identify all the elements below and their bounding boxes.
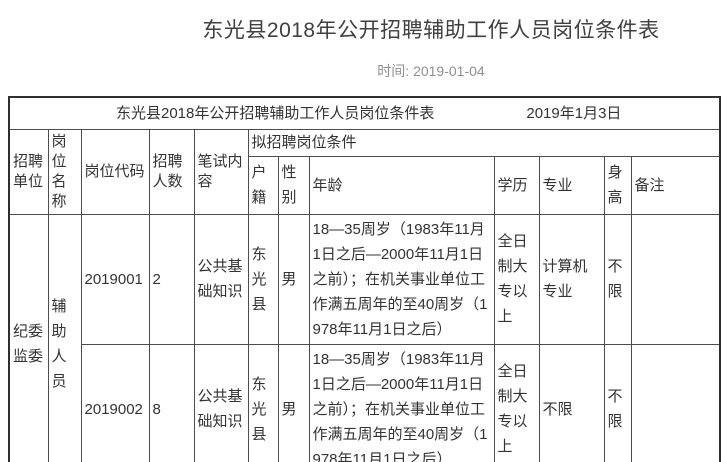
cell-gender: 男 xyxy=(277,213,310,345)
header-cell-unit: 招聘单位 xyxy=(8,128,49,215)
header-cell-remark: 备注 xyxy=(630,155,721,215)
cell-post-name: 辅助人员 xyxy=(47,213,82,462)
header-cell-major: 专业 xyxy=(538,155,605,215)
header-cell-post-code: 岗位代码 xyxy=(80,128,150,215)
cell-height: 不限 xyxy=(603,213,632,345)
header-cell-conditions-group: 拟招聘岗位条件 xyxy=(247,128,721,157)
cell-age: 18—35周岁（1983年11月1日之后—2000年11月1日之前）；在机关事业… xyxy=(308,213,495,345)
header-cell-post-name: 岗位名称 xyxy=(47,128,82,215)
header-cell-age: 年龄 xyxy=(308,155,495,215)
cell-education: 全日制大专以上 xyxy=(493,343,540,462)
cell-education: 全日制大专以上 xyxy=(493,213,540,345)
cell-count: 2 xyxy=(148,213,195,345)
cell-age: 18—35周岁（1983年11月1日之后—2000年11月1日之前）；在机关事业… xyxy=(308,343,495,462)
publish-timestamp: 时间: 2019-01-04 xyxy=(377,63,485,79)
page-title: 东光县2018年公开招聘辅助工作人员岗位条件表 xyxy=(202,19,660,42)
cell-household: 东光县 xyxy=(247,213,279,345)
job-conditions-table: 东光县2018年公开招聘辅助工作人员岗位条件表 2019年1月3日 招聘单位 岗… xyxy=(8,96,722,462)
header-cell-education: 学历 xyxy=(493,155,540,215)
cell-major: 计算机专业 xyxy=(538,213,605,345)
cell-exam: 公共基础知识 xyxy=(193,343,249,462)
header-cell-count: 招聘人数 xyxy=(148,128,195,215)
cell-unit: 纪委监委 xyxy=(8,213,49,462)
cell-post-code: 2019001 xyxy=(80,213,150,345)
table-caption: 东光县2018年公开招聘辅助工作人员岗位条件表 xyxy=(116,104,435,122)
table-caption-row: 东光县2018年公开招聘辅助工作人员岗位条件表 2019年1月3日 xyxy=(8,96,721,130)
table-caption-cell: 东光县2018年公开招聘辅助工作人员岗位条件表 2019年1月3日 xyxy=(8,96,721,130)
cell-remark xyxy=(630,213,721,345)
cell-post-code: 2019002 xyxy=(80,343,150,462)
page-header: 东光县2018年公开招聘辅助工作人员岗位条件表 时间: 2019-01-04 xyxy=(0,0,722,81)
header-cell-height: 身高 xyxy=(603,155,632,215)
table-header-row-group: 招聘单位 岗位名称 岗位代码 招聘人数 笔试内容 拟招聘岗位条件 xyxy=(8,128,721,215)
header-cell-household: 户籍 xyxy=(247,155,279,215)
cell-major: 不限 xyxy=(538,343,605,462)
cell-exam: 公共基础知识 xyxy=(193,213,249,345)
table-header-row-sub: 户籍 性别 年龄 学历 专业 身高 备注 xyxy=(9,155,721,215)
table-caption-date: 2019年1月3日 xyxy=(526,104,622,122)
cell-count: 8 xyxy=(148,343,195,462)
header-cell-gender: 性别 xyxy=(277,155,310,215)
cell-gender: 男 xyxy=(277,343,310,462)
table-row: 纪委监委 辅助人员 2019001 2 公共基础知识 东光县 男 18—35周岁… xyxy=(8,213,721,462)
table-row: 2019002 8 公共基础知识 东光县 男 18—35周岁（1983年11月1… xyxy=(9,343,721,462)
cell-height: 不限 xyxy=(603,343,632,462)
cell-remark xyxy=(630,343,721,462)
header-cell-exam: 笔试内容 xyxy=(193,128,249,215)
cell-household: 东光县 xyxy=(247,343,279,462)
